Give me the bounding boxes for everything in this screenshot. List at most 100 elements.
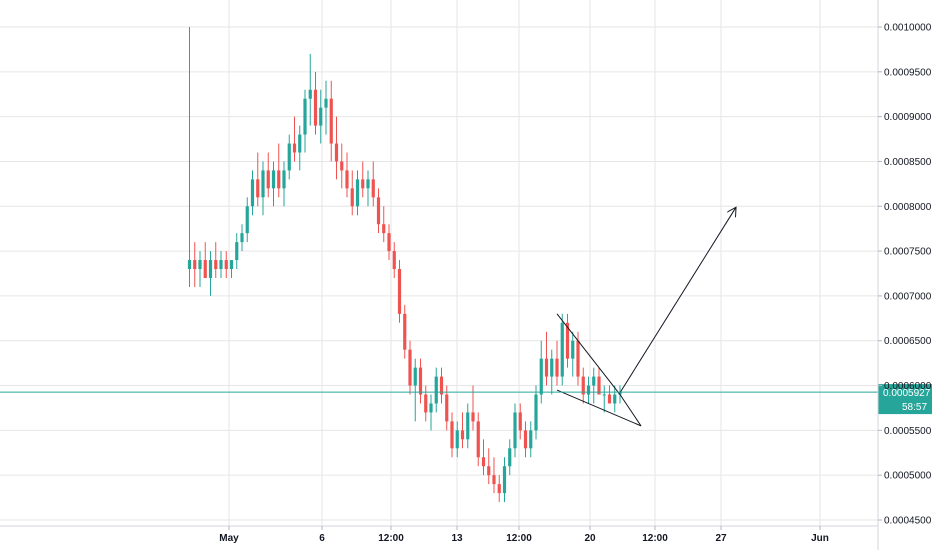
candle-body bbox=[214, 260, 218, 270]
candle-body bbox=[203, 260, 207, 278]
candle bbox=[408, 340, 412, 395]
time-axis[interactable]: May 6 12:00 13 12:00 20 12:00 27 Jun bbox=[0, 525, 878, 544]
y-tick-label: 0.0004500 bbox=[884, 516, 932, 527]
candle bbox=[308, 53, 312, 126]
price-axis[interactable]: 0.0010000 0.0009500 0.0009000 0.0008500 0.00… bbox=[877, 0, 932, 550]
candle bbox=[229, 260, 234, 278]
candle bbox=[492, 457, 496, 494]
candle bbox=[350, 170, 354, 216]
grid bbox=[0, 0, 878, 526]
candle-body bbox=[235, 242, 239, 261]
candle bbox=[560, 313, 564, 386]
candle-body bbox=[518, 412, 522, 431]
candle-body bbox=[408, 349, 412, 386]
candle-body bbox=[544, 358, 549, 377]
candle-body bbox=[361, 179, 365, 189]
candle bbox=[313, 71, 318, 135]
candle-body bbox=[282, 170, 286, 189]
candle-body bbox=[539, 358, 543, 395]
candle bbox=[329, 80, 333, 162]
candle bbox=[250, 170, 255, 216]
candle bbox=[203, 242, 207, 278]
countdown-label: 58:57 bbox=[902, 402, 927, 413]
candle-body bbox=[224, 260, 228, 270]
candle-body bbox=[529, 430, 533, 449]
candle bbox=[361, 161, 365, 198]
candle bbox=[271, 161, 276, 207]
candle-body bbox=[445, 394, 449, 422]
y-tick-label: 0.0008000 bbox=[884, 202, 932, 213]
candle bbox=[382, 206, 386, 243]
candle-body bbox=[487, 466, 491, 476]
candle bbox=[539, 340, 543, 404]
candle-body bbox=[586, 385, 591, 395]
candle bbox=[508, 439, 512, 476]
candle-body bbox=[618, 391, 622, 395]
candle bbox=[292, 116, 297, 162]
candle-body bbox=[581, 376, 585, 395]
candle-body bbox=[424, 394, 428, 413]
candle bbox=[424, 385, 428, 422]
candle-body bbox=[313, 89, 318, 126]
candle-body bbox=[613, 394, 617, 404]
candle bbox=[581, 367, 585, 404]
x-tick-label: 13 bbox=[451, 533, 463, 544]
candle-body bbox=[355, 179, 360, 207]
candle bbox=[439, 367, 444, 404]
candle-body bbox=[534, 394, 538, 431]
candle bbox=[303, 89, 307, 153]
candle bbox=[476, 412, 480, 467]
candle-body bbox=[471, 412, 475, 422]
candle bbox=[193, 242, 197, 287]
y-tick-label: 0.0007000 bbox=[884, 291, 932, 302]
candle-body bbox=[287, 143, 291, 171]
triangle-lower-line[interactable] bbox=[556, 389, 642, 427]
candle-body bbox=[345, 170, 349, 189]
candle-body bbox=[350, 188, 354, 207]
candle-body bbox=[455, 430, 459, 449]
candle bbox=[565, 313, 570, 368]
candle bbox=[466, 403, 470, 449]
target-arrow[interactable] bbox=[619, 208, 736, 393]
candle-body bbox=[513, 412, 517, 449]
candle bbox=[487, 448, 491, 485]
candle-body bbox=[334, 143, 339, 162]
candle-body bbox=[550, 358, 554, 377]
candle-body bbox=[476, 421, 480, 458]
candle bbox=[198, 251, 202, 287]
drawings[interactable] bbox=[556, 208, 736, 427]
candle bbox=[334, 116, 339, 180]
candle bbox=[597, 367, 601, 395]
candle bbox=[497, 475, 501, 503]
candle bbox=[187, 27, 192, 287]
candle-body bbox=[413, 367, 417, 386]
candle-body bbox=[261, 170, 265, 198]
candle-body bbox=[256, 179, 260, 198]
candle-body bbox=[340, 161, 344, 171]
candle-body bbox=[450, 421, 454, 449]
candle bbox=[571, 331, 575, 377]
triangle-upper-line[interactable] bbox=[556, 313, 621, 395]
triangle-right-edge[interactable] bbox=[619, 394, 642, 427]
candle-body bbox=[324, 98, 328, 108]
candle-body bbox=[376, 197, 381, 225]
candle bbox=[256, 152, 260, 207]
candle bbox=[282, 161, 286, 207]
candle-body bbox=[292, 143, 297, 153]
candle-body bbox=[602, 394, 606, 396]
candle-body bbox=[560, 322, 564, 377]
candle-body bbox=[392, 251, 396, 270]
x-tick-label: May bbox=[219, 533, 239, 544]
current-price-line: 0.0005927 58:57 bbox=[0, 384, 932, 415]
candle bbox=[555, 340, 559, 386]
candle-body bbox=[466, 412, 470, 440]
y-tick-label: 0.0009000 bbox=[884, 112, 932, 123]
candle-body bbox=[308, 89, 312, 99]
candle-body bbox=[434, 376, 438, 404]
candle bbox=[418, 358, 423, 404]
candle-body bbox=[508, 448, 512, 467]
candle bbox=[529, 421, 533, 458]
candle bbox=[460, 412, 465, 449]
y-tick-label: 0.0006000 bbox=[884, 381, 932, 392]
